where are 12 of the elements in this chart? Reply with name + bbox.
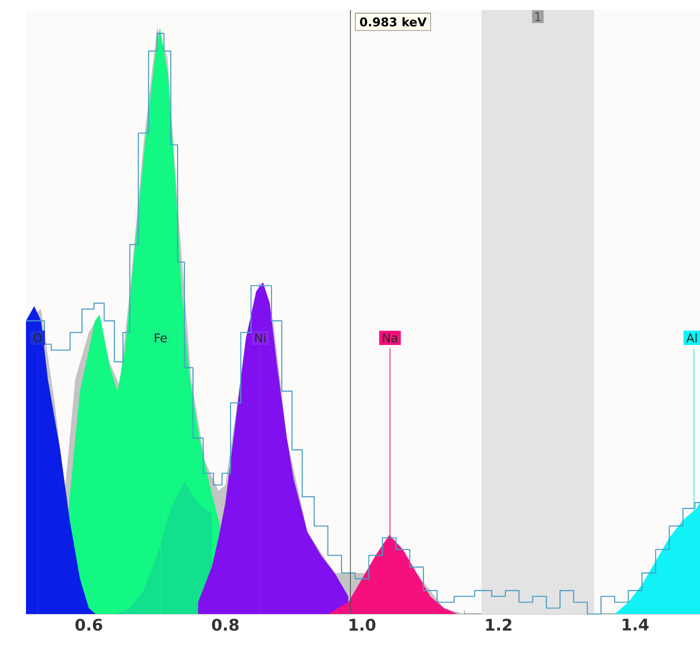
- x-tick-label: 0.6: [75, 618, 102, 631]
- band-label: 1: [535, 12, 541, 22]
- ref-line-label: Ni: [255, 333, 266, 342]
- x-tick-label: 0.8: [212, 618, 239, 631]
- x-tick-label: 1.4: [622, 618, 649, 630]
- x-tick-label: 1.0: [350, 618, 376, 631]
- ref-line-label: Al: [686, 333, 697, 342]
- x-tick-label: 1.2: [486, 618, 512, 631]
- ref-line-label: 0.983 keV: [360, 17, 427, 26]
- ref-line-label: Na: [382, 333, 398, 342]
- ref-line-label: Fe: [154, 333, 167, 342]
- ref-line-label: O: [34, 333, 42, 342]
